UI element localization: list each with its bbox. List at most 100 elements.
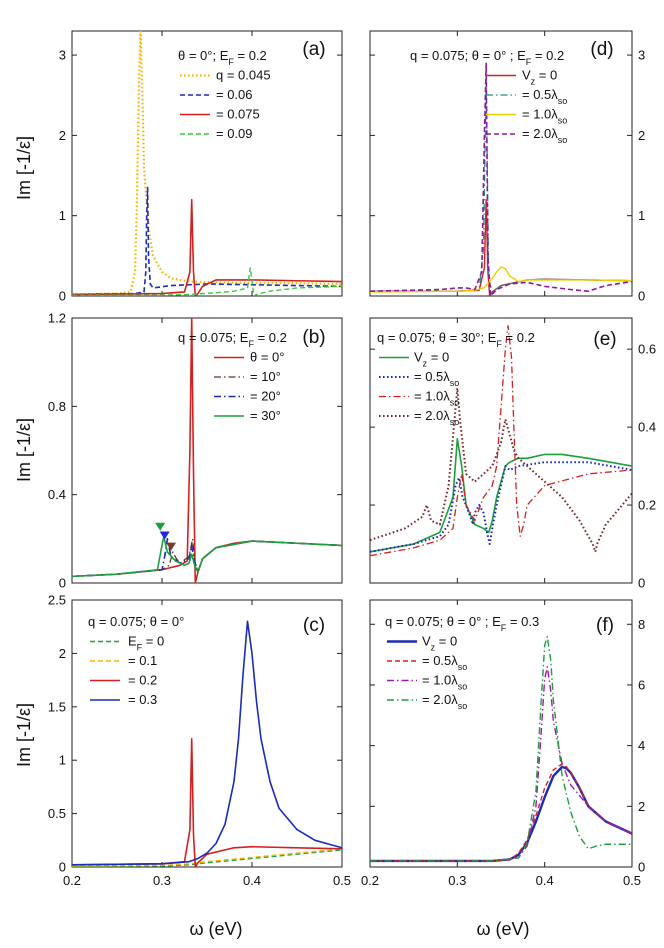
y-tick-label: 6 <box>638 677 645 692</box>
legend-header: q = 0.075; θ = 0° ; EF = 0.2 <box>410 48 564 67</box>
panel-e: 0 0.2 0.4 0.6 q = 0.075; θ = 30°; EF = 0.2Vz… <box>369 317 656 591</box>
plot-frame <box>71 599 343 868</box>
legend-label-1: = 0.06 <box>216 87 253 102</box>
x-tick-label: 0.3 <box>448 873 466 888</box>
y-tick-label: 2 <box>638 128 645 143</box>
panel-label: (c) <box>303 615 325 636</box>
legend-label-3: = 30° <box>250 408 281 423</box>
series-group <box>72 620 342 867</box>
y-tick-label: 2 <box>59 128 66 143</box>
x-axis-title-left: ω (eV) <box>189 919 242 939</box>
peak-marker-0 <box>155 522 166 531</box>
legend-label-0: Vz = 0 <box>422 634 457 653</box>
x-tick-label: 0.4 <box>243 873 261 888</box>
legend-label-2: = 1.0λso <box>422 673 467 692</box>
legend-label-2: = 20° <box>250 389 281 404</box>
series-line-f-2 <box>370 666 632 862</box>
y-tick-label: 0.4 <box>638 420 656 435</box>
panel-label: (f) <box>596 615 614 636</box>
series-group <box>370 62 632 296</box>
legend-header: q = 0.075; θ = 30°; EF = 0.2 <box>377 330 535 349</box>
panel-label: (d) <box>590 39 613 60</box>
series-line-a-0 <box>72 31 342 296</box>
y-tick-label: 3 <box>638 48 645 63</box>
series-group <box>72 318 342 583</box>
y-tick-label: 0 <box>638 289 645 304</box>
x-tick-label: 0.5 <box>333 873 351 888</box>
legend-label-1: = 0.5λso <box>414 369 459 388</box>
legend-label-2: = 0.2 <box>128 673 157 688</box>
y-tick-label: 0.8 <box>48 399 66 414</box>
y-tick-label: 4 <box>638 738 645 753</box>
series-line-d-2 <box>370 266 632 293</box>
y-tick-label: 0 <box>59 289 66 304</box>
y-tick-label: 2 <box>638 799 645 814</box>
panel-b: 0 0.4 0.8 1.2 q = 0.075; EF = 0.2θ = 0° = 10°… <box>48 311 343 591</box>
y-tick-label: 1 <box>638 208 645 223</box>
legend-label-0: θ = 0° <box>250 350 284 365</box>
y-tick-label: 0 <box>59 860 66 875</box>
y-axis-title-bottom: Im [-1/ε] <box>14 703 34 767</box>
y-tick-label: 0.5 <box>48 806 66 821</box>
series-line-c-3 <box>72 620 342 866</box>
legend-label-2: = 1.0λso <box>522 107 567 126</box>
x-axis-title-right: ω (eV) <box>476 919 529 939</box>
plot-frame <box>369 30 633 297</box>
series-line-b-1 <box>72 538 342 578</box>
y-tick-label: 0 <box>638 576 645 591</box>
y-axis-title-top: Im [-1/ε] <box>14 136 34 200</box>
series-line-b-3 <box>72 535 342 578</box>
series-line-e-1 <box>370 461 632 553</box>
y-tick-label: 0 <box>59 576 66 591</box>
y-tick-label: 1 <box>59 753 66 768</box>
legend-label-3: = 2.0λso <box>422 692 467 711</box>
legend-label-1: = 10° <box>250 369 281 384</box>
legend-label-3: = 2.0λso <box>522 126 567 145</box>
x-tick-label: 0.4 <box>536 873 554 888</box>
plot-frame <box>71 30 343 297</box>
series-line-a-1 <box>72 186 342 296</box>
panel-c: 0.2 0.3 0.4 0.5 0 0.5 1 1.5 2 2.5 q = 0.075; θ = 0… <box>48 593 351 889</box>
y-tick-label: 3 <box>59 48 66 63</box>
legend-label-0: Vz = 0 <box>522 68 557 87</box>
series-line-f-1 <box>370 763 632 862</box>
legend-header: q = 0.075; EF = 0.2 <box>178 330 287 349</box>
series-line-d-3 <box>370 62 632 296</box>
panel-d: 0 1 2 3 q = 0.075; θ = 0° ; EF = 0.2Vz = 0 = … <box>369 30 645 304</box>
panel-f: 0.2 0.3 0.4 0.50 2 4 6 8 q = 0.075; θ = 0° ; EF … <box>361 599 645 888</box>
legend-header: θ = 0°; EF = 0.2 <box>178 48 267 67</box>
series-line-b-2 <box>72 538 342 578</box>
series-line-a-2 <box>72 198 342 296</box>
panel-label: (e) <box>593 329 616 350</box>
y-axis-title-middle: Im [-1/ε] <box>14 418 34 482</box>
legend-label-0: q = 0.045 <box>216 68 271 83</box>
plot-frame <box>71 317 343 584</box>
y-tick-label: 0.4 <box>48 487 66 502</box>
legend-label-0: Vz = 0 <box>414 350 449 369</box>
y-tick-label: 0 <box>638 860 645 875</box>
panel-label: (a) <box>302 39 325 60</box>
peak-marker-2 <box>166 542 176 551</box>
y-tick-label: 0.2 <box>638 498 656 513</box>
series-line-f-3 <box>370 635 632 862</box>
peak-marker-1 <box>159 531 170 540</box>
x-tick-label: 0.2 <box>361 873 379 888</box>
series-group <box>72 31 342 296</box>
y-tick-label: 0.6 <box>638 342 656 357</box>
legend-label-1: = 0.5λso <box>422 653 467 672</box>
legend-label-2: = 0.075 <box>216 107 260 122</box>
plot-frame <box>369 599 633 868</box>
panel-label: (b) <box>302 327 325 348</box>
legend-header: q = 0.075; θ = 0° ; EF = 0.3 <box>385 614 539 633</box>
legend-label-3: = 2.0λso <box>414 408 459 427</box>
series-line-e-2 <box>370 325 632 557</box>
y-tick-label: 8 <box>638 617 645 632</box>
y-tick-label: 2 <box>59 646 66 661</box>
series-line-d-0 <box>370 198 632 296</box>
y-tick-label: 1.5 <box>48 699 66 714</box>
legend-label-1: = 0.1 <box>128 653 157 668</box>
y-tick-label: 1.2 <box>48 311 66 326</box>
plot-frame <box>369 317 633 584</box>
series-group <box>370 635 632 863</box>
